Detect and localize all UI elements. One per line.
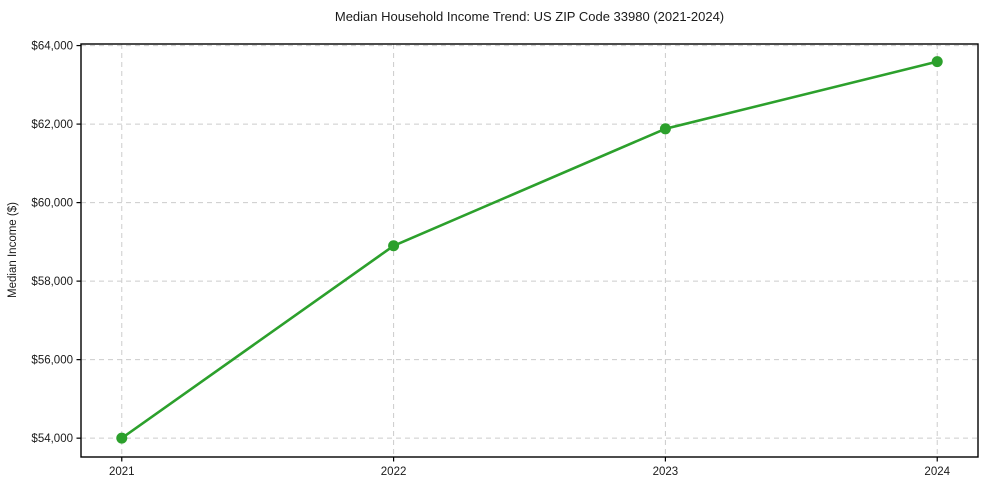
chart-title: Median Household Income Trend: US ZIP Co… (334, 9, 725, 24)
data-point-2024 (931, 56, 943, 68)
y-tick-label: $64,000 (31, 41, 73, 53)
y-tick-label: $56,000 (31, 355, 73, 367)
x-tick-label: 2022 (381, 466, 407, 478)
y-tick-label: $62,000 (31, 119, 73, 131)
trend-line (120, 60, 939, 440)
x-tick-label: 2023 (653, 466, 679, 478)
data-point-2023 (659, 123, 671, 135)
plot-border (80, 43, 979, 458)
data-point-2022 (388, 240, 400, 252)
x-tick-label: 2024 (924, 466, 950, 478)
y-tick-label: $54,000 (31, 433, 73, 445)
data-point-2021 (116, 432, 128, 444)
x-tick-label: 2021 (109, 466, 135, 478)
y-tick-label: $60,000 (31, 198, 73, 210)
y-tick-label: $58,000 (31, 276, 73, 288)
